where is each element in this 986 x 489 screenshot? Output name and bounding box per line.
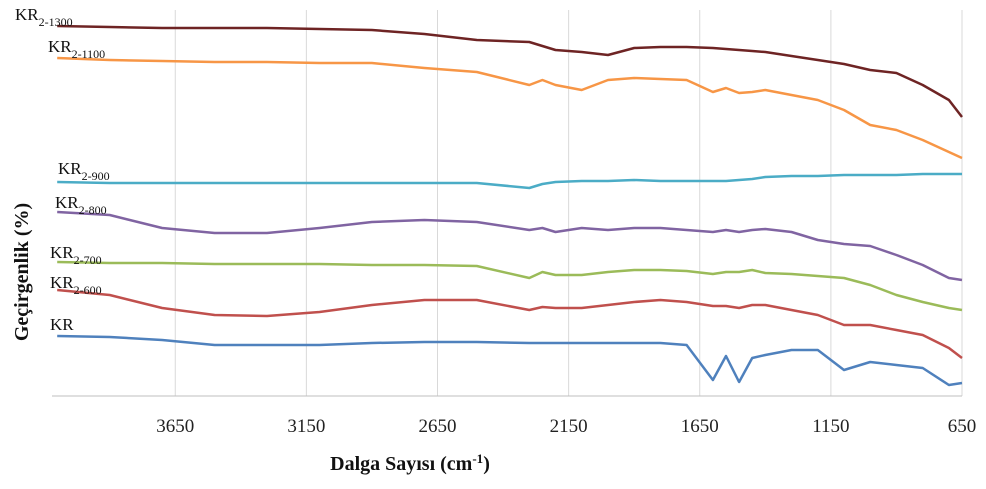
- series-label: KR2-600: [50, 273, 102, 297]
- series-line: [57, 260, 963, 312]
- y-axis-title: Geçirgenlik (%): [11, 203, 33, 341]
- x-tick-label: 1150: [812, 416, 849, 437]
- series-line: [57, 172, 962, 190]
- x-axis-title: Dalga Sayısı (cm-1): [330, 451, 490, 475]
- series-label: KR2-800: [55, 193, 107, 217]
- series-label: KR2-1300: [15, 5, 73, 29]
- x-tick-label: 1650: [681, 416, 719, 437]
- series-line: [57, 288, 963, 359]
- x-tick-label: 3150: [287, 416, 325, 437]
- x-tick-label: 2650: [419, 416, 457, 437]
- series-label: KR2-900: [58, 159, 110, 183]
- series-line: [57, 24, 963, 118]
- series-line: [57, 56, 963, 160]
- x-tick-label: 650: [948, 416, 977, 437]
- x-tick-label: 2150: [550, 416, 588, 437]
- series-label: KR2-1100: [48, 37, 105, 61]
- x-tick-label: 3650: [156, 416, 194, 437]
- series-line: [57, 210, 963, 282]
- series-line: [57, 334, 963, 387]
- series-label: KR2-700: [50, 243, 102, 267]
- series-label: KR: [50, 315, 74, 334]
